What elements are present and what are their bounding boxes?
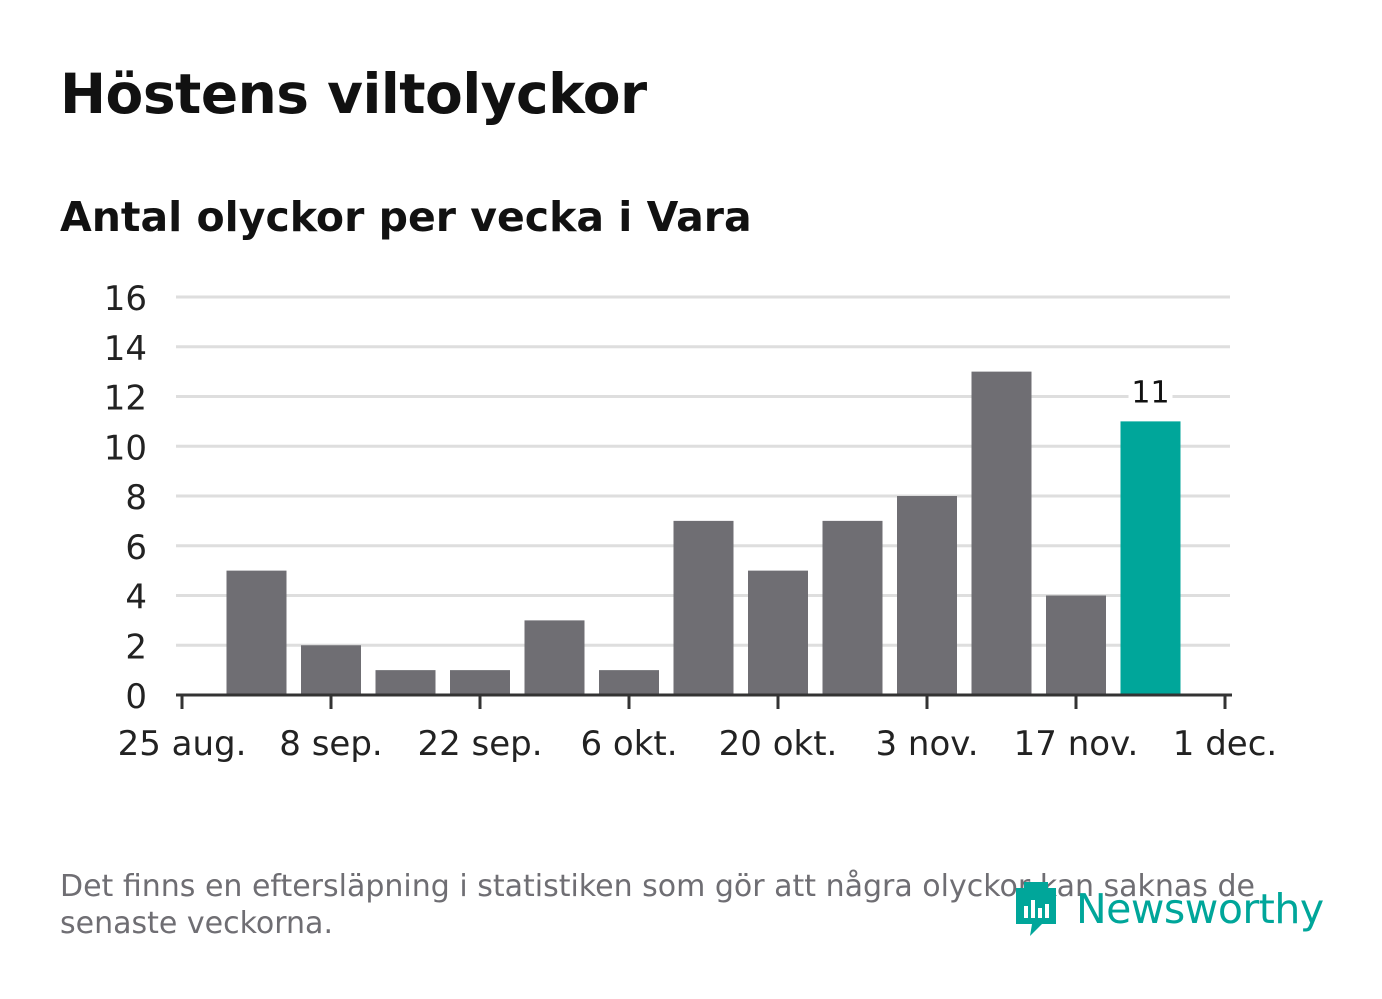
y-tick-label: 12: [104, 379, 147, 419]
y-tick-label: 16: [104, 279, 147, 319]
x-tick-label: 17 nov.: [1014, 724, 1139, 764]
bar: [226, 570, 287, 695]
bar: [1120, 421, 1181, 695]
chart-title: Höstens viltolyckor: [60, 62, 647, 126]
y-tick-label: 10: [104, 428, 147, 468]
x-tick-label: 8 sep.: [279, 724, 382, 764]
bar: [897, 496, 957, 695]
logo-icon: [1016, 882, 1056, 936]
x-tick-label: 3 nov.: [875, 724, 978, 764]
y-tick-label: 6: [125, 528, 147, 568]
newsworthy-logo: Newsworthy: [1010, 878, 1324, 940]
bar: [450, 670, 510, 695]
brand-name: Newsworthy: [1076, 885, 1324, 933]
chart-subtitle: Antal olyckor per vecka i Vara: [60, 193, 752, 241]
bar: [673, 520, 734, 695]
y-tick-label: 4: [125, 578, 147, 618]
bar: [822, 520, 883, 695]
x-tick-label: 20 okt.: [719, 724, 838, 764]
bar: [375, 670, 436, 695]
x-tick-label: 6 okt.: [580, 724, 677, 764]
x-tick-label: 1 dec.: [1173, 724, 1277, 764]
bar: [971, 371, 1032, 695]
data-label: 11: [1131, 375, 1169, 410]
x-tick-label: 22 sep.: [417, 724, 542, 764]
y-tick-label: 0: [125, 677, 147, 717]
bar: [599, 670, 659, 695]
x-tick-label: 25 aug.: [118, 724, 247, 764]
bar: [301, 645, 361, 695]
bar-chart: 0 2 4 6 8 10 12 14 16 11 25 aug. 8 sep. 22 sep. 6 okt…: [104, 279, 1277, 764]
y-tick-label: 2: [125, 627, 147, 667]
y-tick-label: 14: [104, 329, 147, 369]
data-label-halo: [1128, 373, 1173, 406]
bar: [524, 620, 585, 695]
bar: [748, 570, 808, 695]
y-tick-label: 8: [125, 478, 147, 518]
bar: [1046, 595, 1106, 695]
